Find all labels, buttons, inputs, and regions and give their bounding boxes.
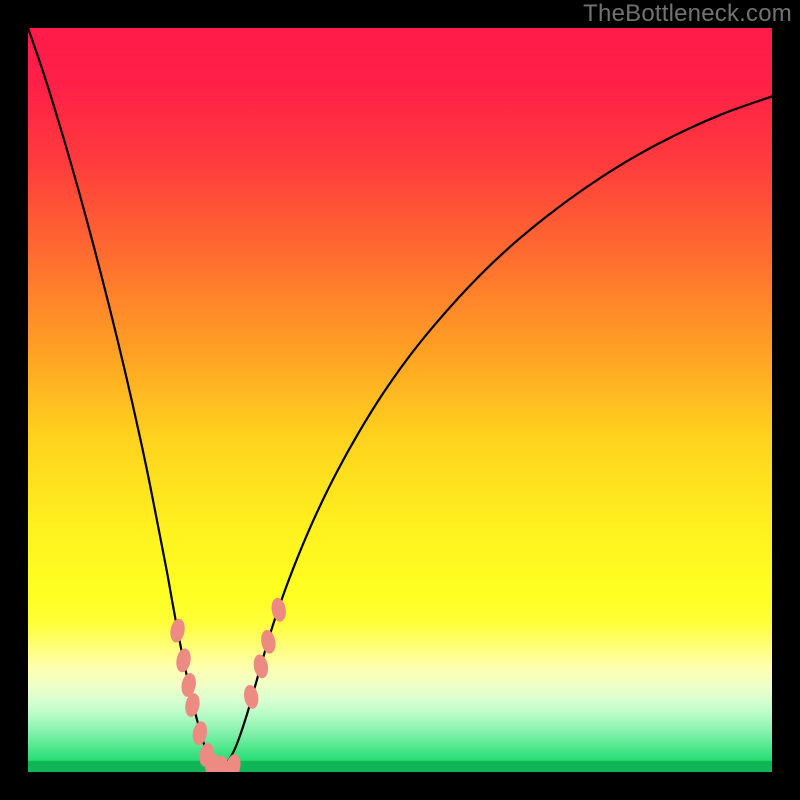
chart-bottom-band (28, 761, 772, 772)
watermark-text: TheBottleneck.com (583, 0, 792, 28)
chart-plot-area (28, 28, 772, 772)
chart-background-gradient (28, 28, 772, 772)
chart-outer-frame: TheBottleneck.com (0, 0, 800, 800)
bottleneck-curve-chart (28, 28, 772, 772)
